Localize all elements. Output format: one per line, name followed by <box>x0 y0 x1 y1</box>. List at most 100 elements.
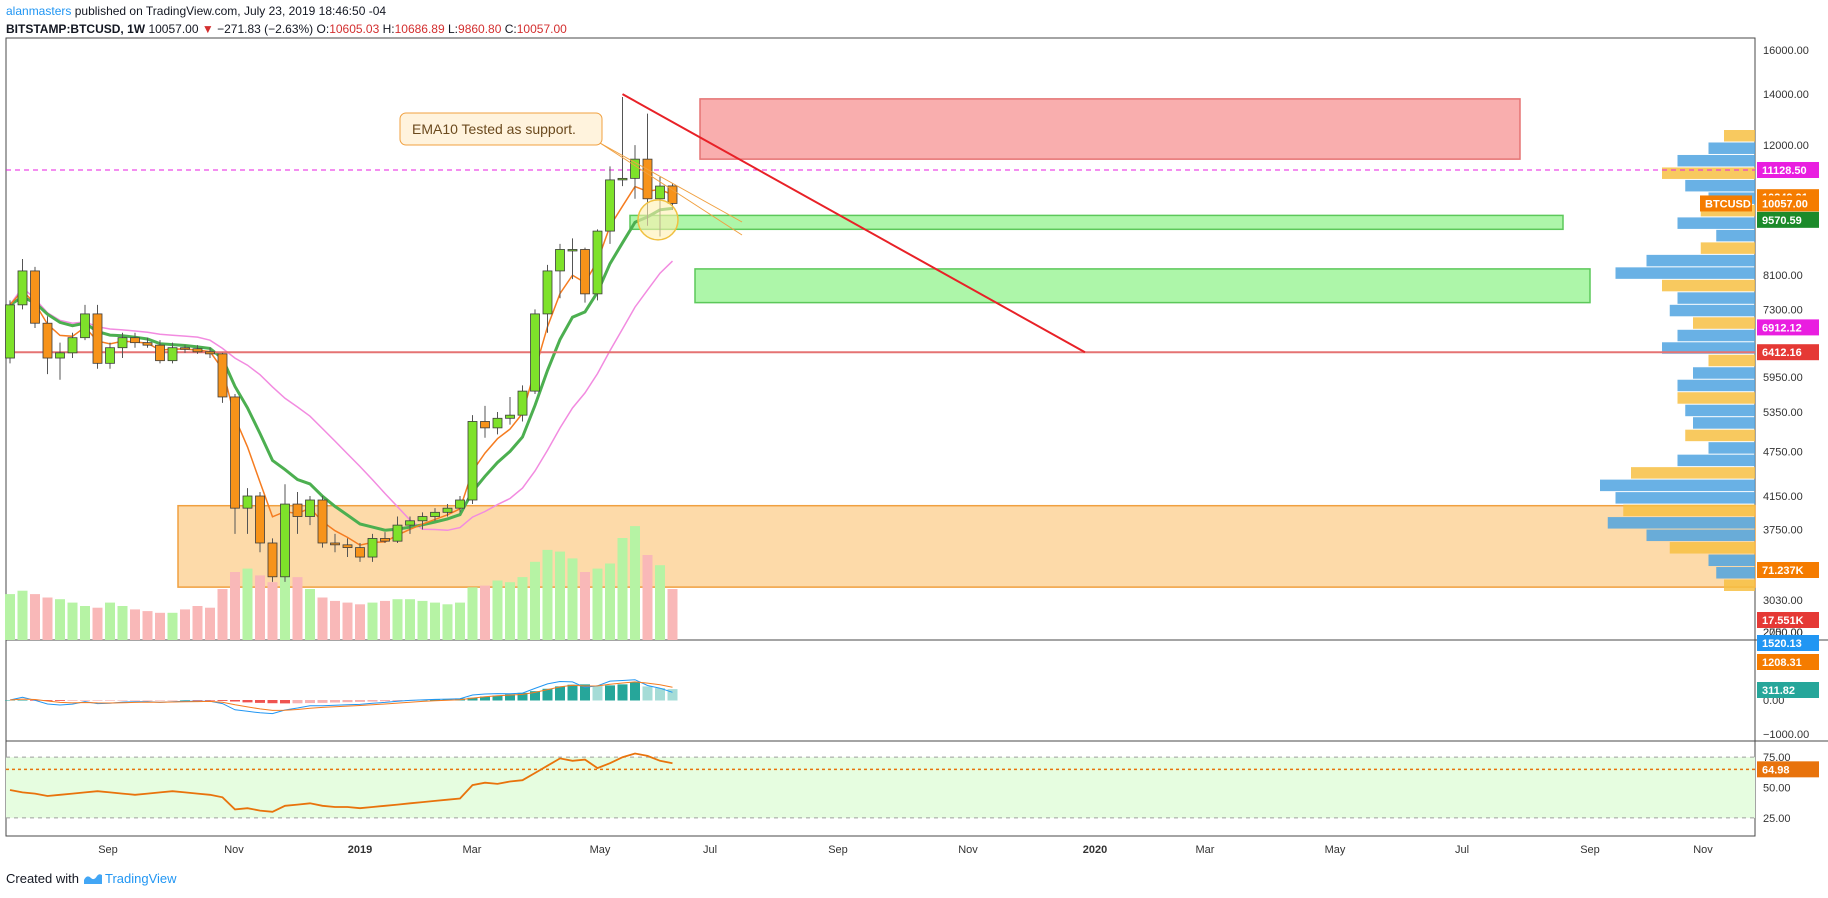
macd-histogram-bar <box>55 700 65 701</box>
candle <box>392 524 403 542</box>
volume-bar <box>430 602 440 640</box>
macd-price-label-box <box>1757 635 1819 651</box>
candle <box>255 495 265 544</box>
macd-histogram-bar <box>617 684 628 701</box>
volume-bar <box>317 597 328 640</box>
volume-bar <box>580 572 590 640</box>
macd-histogram-bar <box>42 700 53 701</box>
volume-bar <box>230 572 240 640</box>
close-label: C: <box>504 22 517 36</box>
volume-bar <box>617 538 628 640</box>
price-axis-tick: 5950.00 <box>1763 372 1803 384</box>
close-value: 10057.00 <box>516 22 567 36</box>
price-axis-tick: 3030.00 <box>1763 595 1803 607</box>
time-axis-tick: May <box>1325 844 1346 856</box>
volume-bar <box>155 612 165 640</box>
down-arrow-icon: ▼ <box>201 22 214 36</box>
time-axis-tick: Sep <box>828 844 848 856</box>
macd-price-label: 1208.31 <box>1762 657 1802 669</box>
time-axis-tick: Nov <box>224 844 244 856</box>
macd-histogram-bar <box>492 695 503 701</box>
macd-histogram-bar <box>255 700 265 703</box>
annotation-leader-1 <box>599 142 743 236</box>
volume-bar <box>455 602 465 640</box>
macd-histogram-bar <box>105 700 115 701</box>
macd-histogram-bar <box>155 700 165 701</box>
rsi-axis-tick: 25.00 <box>1763 813 1791 825</box>
macd-histogram-bar <box>567 684 578 701</box>
macd-histogram-bar <box>180 700 190 701</box>
price-axis-tick: 4750.00 <box>1763 446 1803 458</box>
candle <box>442 507 453 513</box>
macd-histogram-bar <box>167 700 178 701</box>
macd-price-label: 311.82 <box>1762 685 1795 697</box>
volume-bar <box>30 594 40 640</box>
candle <box>517 390 528 416</box>
macd-histogram-bar <box>530 691 540 701</box>
volume-bar <box>517 577 528 640</box>
macd-histogram-bar <box>117 700 128 701</box>
volume-bar <box>492 580 503 640</box>
time-axis-tick: 2019 <box>348 844 372 856</box>
candle <box>430 511 440 517</box>
candle <box>605 179 615 232</box>
volume-bar <box>480 585 490 640</box>
time-axis-tick: Jul <box>703 844 717 856</box>
volume-profile-bar <box>1631 467 1755 479</box>
volume-profile-bar <box>1669 304 1755 317</box>
volume-profile-bar <box>1708 142 1755 154</box>
candle <box>17 270 28 306</box>
price-label: 6912.12 <box>1762 322 1802 334</box>
annotation-box <box>399 112 603 146</box>
time-axis-tick: Nov <box>1693 844 1713 856</box>
time-axis-tick: Sep <box>98 844 118 856</box>
volume-bar <box>180 609 190 640</box>
author-link[interactable]: alanmasters <box>6 4 72 18</box>
volume-profile-bar <box>1685 179 1755 192</box>
volume-bar <box>392 599 403 640</box>
volume-bar <box>167 612 178 640</box>
candle <box>592 230 603 295</box>
volume-profile-bar <box>1716 567 1755 579</box>
price-label: 71.237K <box>1762 565 1804 577</box>
symbol-name: BITSTAMP:BTCUSD, 1W <box>6 22 146 36</box>
rsi-band <box>6 757 1755 818</box>
macd-histogram-bar <box>17 700 28 701</box>
candle <box>242 495 253 509</box>
macd-signal-line <box>9 681 673 711</box>
ema-orange-line <box>9 185 673 546</box>
candle <box>455 499 465 509</box>
candle <box>130 337 140 344</box>
macd-histogram-bar <box>142 700 153 701</box>
price-label: 9570.59 <box>1762 215 1802 227</box>
macd-histogram-bar <box>317 700 328 703</box>
tradingview-link[interactable]: TradingView <box>104 871 177 886</box>
rsi-line <box>9 752 673 813</box>
macd-histogram-bar <box>292 700 303 704</box>
candle <box>355 547 365 558</box>
macd-histogram-bar <box>130 700 140 701</box>
zone-support-upper <box>629 214 1564 231</box>
time-axis-tick: Mar <box>463 844 482 856</box>
candle <box>230 396 240 509</box>
volume-profile-bar <box>1685 429 1755 442</box>
price-label-box <box>1757 612 1819 628</box>
time-axis-tick: Mar <box>1196 844 1215 856</box>
candle <box>80 313 90 339</box>
volume-bar <box>130 609 140 640</box>
volume-profile-bar <box>1677 454 1755 467</box>
macd-histogram-bar <box>467 697 478 701</box>
volume-profile-bar <box>1724 579 1755 591</box>
tradingview-logo-icon <box>83 873 102 884</box>
candle <box>280 503 290 578</box>
volume-profile-bar <box>1716 229 1755 242</box>
macd-histogram-bar <box>580 684 590 701</box>
candle <box>655 185 665 200</box>
volume-bar <box>605 563 615 640</box>
candle <box>480 421 490 429</box>
volume-bar <box>530 561 540 640</box>
volume-profile-bar <box>1677 217 1755 229</box>
macd-histogram-bar <box>342 700 353 703</box>
volume-bar <box>217 589 228 640</box>
